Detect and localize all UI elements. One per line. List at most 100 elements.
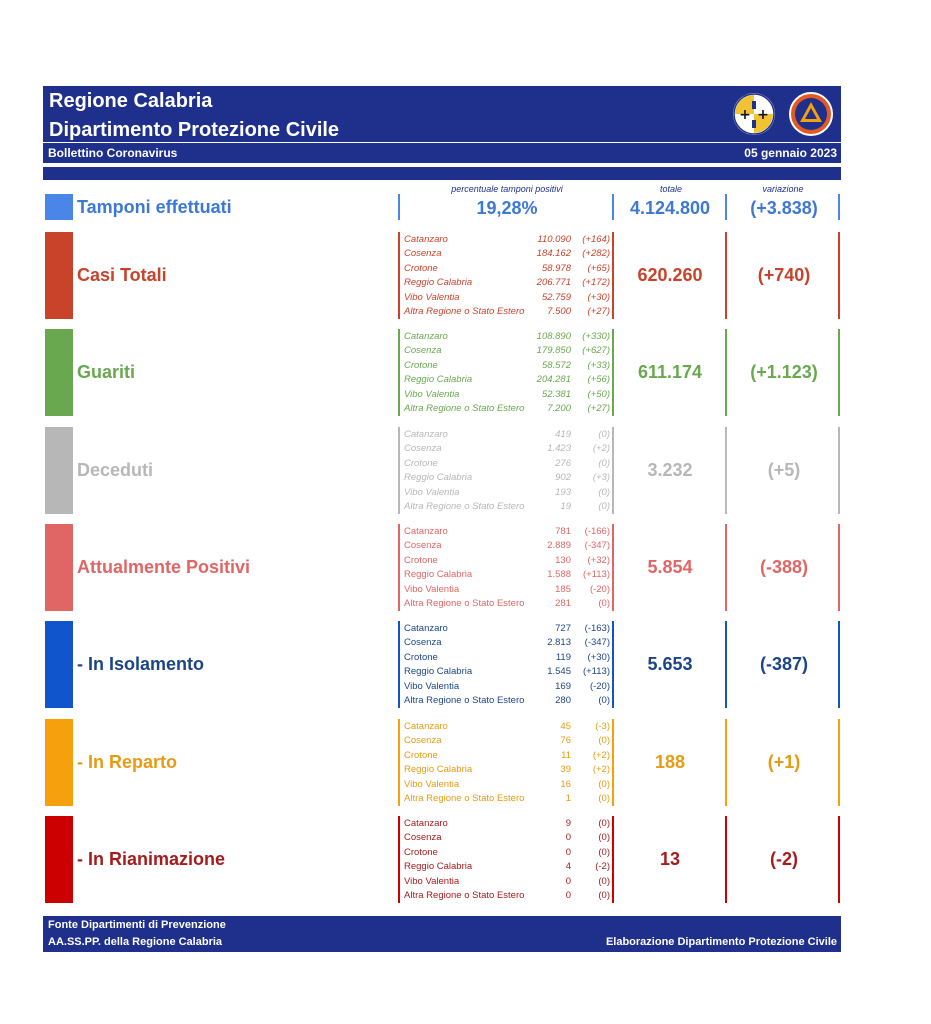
province-row: Catanzaro 108.890 (+330) [404, 330, 610, 344]
province-delta: (+2) [592, 443, 610, 455]
province-row: Catanzaro 727 (-163) [404, 622, 610, 636]
block-divider [612, 816, 614, 903]
province-name: Catanzaro [404, 234, 448, 245]
province-name: Cosenza [404, 832, 442, 844]
block-label: - In Reparto [77, 751, 178, 772]
province-value: 108.890 [536, 331, 571, 342]
province-value: 45 [560, 721, 571, 732]
province-delta: (+33) [587, 359, 610, 371]
block-variation: (-2) [770, 848, 798, 869]
province-row: Crotone 11 (+2) [404, 749, 610, 763]
block-label: Deceduti [77, 459, 154, 480]
province-value: 39 [560, 764, 571, 776]
province-name: Altra Regione o Stato Estero [404, 793, 525, 804]
province-name: Catanzaro [404, 526, 448, 537]
province-row: Altra Regione o Stato Estero 19 (0) [404, 500, 610, 514]
province-name: Crotone [404, 359, 438, 371]
province-value: 2.889 [547, 540, 571, 552]
province-row: Vibo Valentia 185 (-20) [404, 583, 610, 597]
province-delta: (0) [598, 778, 610, 790]
province-row: Cosenza 184.162 (+282) [404, 247, 610, 261]
province-value: 0 [565, 846, 571, 858]
province-row: Vibo Valentia 0 (0) [404, 875, 610, 889]
block-variation: (-387) [759, 653, 808, 674]
province-value: 7.200 [547, 403, 571, 414]
province-delta: (-347) [584, 540, 610, 552]
province-name: Reggio Calabria [404, 569, 473, 581]
province-delta: (0) [598, 735, 610, 747]
province-delta: (+172) [582, 277, 610, 289]
tamponi-divider [838, 194, 840, 220]
province-value: 781 [555, 526, 571, 537]
province-row: Altra Regione o Stato Estero 281 (0) [404, 597, 610, 611]
province-name: Altra Regione o Stato Estero [404, 403, 525, 414]
province-delta: (+65) [587, 262, 610, 274]
province-row: Catanzaro 419 (0) [404, 428, 610, 442]
block-total: 5.653 [647, 653, 693, 674]
block-divider [725, 719, 727, 806]
block-divider [612, 427, 614, 514]
tamponi-label: Tamponi effettuati [77, 197, 232, 217]
province-row: Vibo Valentia 52.759 (+30) [404, 291, 610, 305]
province-name: Cosenza [404, 540, 442, 552]
block-variation: (+1.123) [750, 361, 818, 382]
province-row: Reggio Calabria 902 (+3) [404, 471, 610, 485]
province-row: Cosenza 2.813 (-347) [404, 636, 610, 650]
province-delta: (+50) [587, 388, 610, 400]
province-value: 206.771 [536, 277, 571, 289]
tamponi-percent: 19,28% [476, 198, 538, 218]
footer-credits: Elaborazione Dipartimento Protezione Civ… [605, 936, 837, 948]
province-value: 0 [565, 890, 571, 901]
block-divider [612, 232, 614, 319]
block-total: 13 [659, 848, 681, 869]
department-title: Dipartimento Protezione Civile [49, 119, 340, 141]
block-divider [398, 232, 400, 319]
province-name: Reggio Calabria [404, 861, 473, 873]
province-row: Crotone 130 (+32) [404, 554, 610, 568]
province-name: Vibo Valentia [404, 778, 460, 790]
province-delta: (+27) [587, 306, 610, 317]
province-row: Catanzaro 9 (0) [404, 817, 610, 831]
province-value: 119 [555, 651, 571, 663]
block-total: 611.174 [637, 361, 703, 382]
block-divider [725, 427, 727, 514]
province-value: 130 [555, 554, 571, 566]
province-delta: (+113) [582, 569, 610, 581]
province-delta: (0) [598, 875, 610, 887]
block-label: - In Rianimazione [77, 848, 226, 869]
province-delta: (+282) [582, 248, 610, 260]
province-row: Vibo Valentia 169 (-20) [404, 680, 610, 694]
province-value: 276 [555, 457, 571, 469]
block-divider [838, 232, 840, 319]
province-delta: (-347) [584, 637, 610, 649]
province-name: Reggio Calabria [404, 374, 473, 386]
province-row: Vibo Valentia 16 (0) [404, 778, 610, 792]
block-color-marker [45, 621, 73, 708]
block-divider [398, 621, 400, 708]
variation-column-header: variazione [762, 184, 804, 194]
tamponi-total: 4.124.800 [629, 198, 711, 218]
block-color-marker [45, 816, 73, 903]
subheader-bar: Bollettino Coronavirus 05 gennaio 2023 [43, 143, 841, 163]
province-delta: (0) [598, 457, 610, 469]
block-label: Attualmente Positivi [77, 556, 251, 577]
block-divider [725, 621, 727, 708]
province-value: 169 [555, 680, 571, 692]
block-divider [612, 329, 614, 416]
svg-text:+: + [739, 107, 751, 123]
province-value: 2.813 [547, 637, 571, 649]
province-name: Vibo Valentia [404, 680, 460, 692]
province-name: Cosenza [404, 735, 442, 747]
province-name: Vibo Valentia [404, 486, 460, 498]
province-row: Reggio Calabria 39 (+2) [404, 763, 610, 777]
province-name: Cosenza [404, 345, 442, 357]
footer-source: Fonte Dipartimenti di Prevenzione [48, 919, 226, 931]
block-label: - In Isolamento [77, 653, 205, 674]
province-delta: (-20) [589, 680, 610, 692]
province-row: Vibo Valentia 193 (0) [404, 486, 610, 500]
province-value: 1.588 [547, 569, 571, 581]
tamponi-divider [612, 194, 614, 220]
province-row: Crotone 276 (0) [404, 457, 610, 471]
province-value: 0 [565, 875, 571, 887]
province-value: 419 [555, 429, 571, 440]
